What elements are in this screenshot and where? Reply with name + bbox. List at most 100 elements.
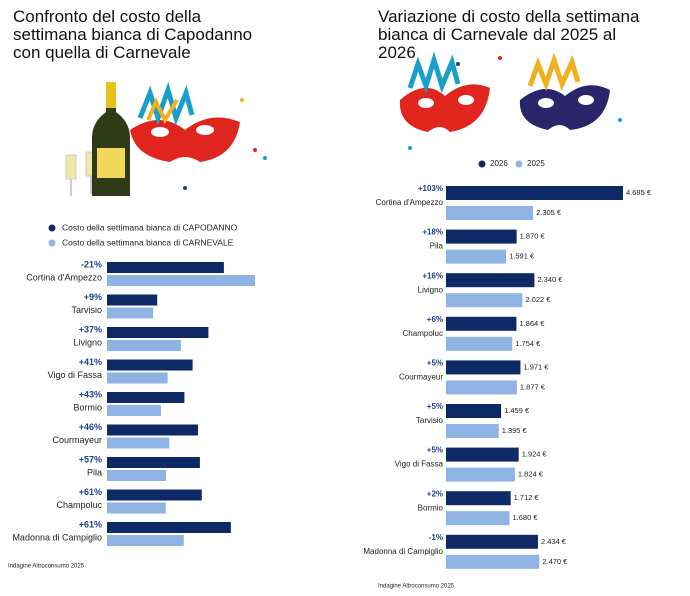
category-label: Champoluc bbox=[56, 500, 102, 510]
value-label: 1.924 € bbox=[522, 450, 548, 459]
category-label: Pila bbox=[430, 242, 444, 251]
category-label: Livigno bbox=[418, 285, 444, 294]
category-label: Tarvisio bbox=[71, 305, 102, 315]
bar bbox=[107, 392, 185, 403]
legend-label: Costo della settimana bianca di CARNEVAL… bbox=[62, 237, 234, 247]
change-label: +37% bbox=[79, 324, 102, 334]
bar bbox=[107, 457, 200, 468]
bar bbox=[446, 467, 515, 482]
bar bbox=[446, 511, 510, 526]
category-label: Pila bbox=[87, 467, 102, 477]
category-label: Tarvisio bbox=[416, 416, 444, 425]
category-label: Madonna di Campiglio bbox=[12, 532, 102, 542]
source-note: Indagine Altroconsumo 2025 bbox=[378, 584, 455, 590]
value-label: 1.877 € bbox=[520, 382, 546, 391]
bar bbox=[446, 534, 538, 549]
bar bbox=[107, 359, 193, 371]
value-label: 1.459 € bbox=[504, 406, 530, 415]
bar bbox=[446, 316, 517, 331]
change-label: +5% bbox=[427, 402, 443, 411]
category-label: Vigo di Fassa bbox=[48, 370, 102, 380]
change-label: +5% bbox=[427, 446, 443, 455]
change-label: +18% bbox=[422, 228, 443, 237]
change-label: +2% bbox=[427, 489, 443, 498]
category-label: Madonna di Campiglio bbox=[363, 547, 443, 556]
category-label: Champoluc bbox=[403, 329, 443, 338]
legend-label: 2025 bbox=[527, 159, 545, 168]
value-label: 1.870 € bbox=[520, 232, 546, 241]
value-label: 1.680 € bbox=[512, 513, 538, 522]
bar bbox=[107, 275, 255, 286]
value-label: 1.754 € bbox=[515, 339, 541, 348]
bar bbox=[107, 307, 154, 319]
value-label: 1.864 € bbox=[519, 319, 545, 328]
legend-marker bbox=[48, 224, 56, 232]
change-label: +5% bbox=[427, 359, 443, 368]
bar bbox=[107, 340, 181, 351]
illustration bbox=[65, 81, 267, 196]
value-label: 1.591 € bbox=[509, 252, 535, 261]
bar bbox=[107, 437, 170, 449]
bar bbox=[107, 405, 162, 416]
category-label: Courmayeur bbox=[52, 435, 102, 445]
change-label: -21% bbox=[81, 259, 102, 269]
category-label: Bormio bbox=[418, 503, 444, 512]
bar bbox=[107, 470, 167, 481]
bar bbox=[446, 404, 502, 418]
chart-title: Confronto del costo della settimana bian… bbox=[13, 7, 253, 62]
bar bbox=[446, 336, 513, 351]
legend-marker bbox=[478, 160, 486, 168]
legend-label: 2026 bbox=[490, 159, 508, 168]
value-label: 2.305 € bbox=[536, 208, 562, 217]
bar bbox=[446, 554, 540, 569]
bar bbox=[446, 424, 499, 438]
bar bbox=[107, 489, 202, 501]
bar bbox=[107, 294, 158, 306]
legend-label: Costo della settimana bianca di CAPODANN… bbox=[62, 222, 238, 232]
bar bbox=[446, 380, 517, 395]
change-label: +6% bbox=[427, 315, 443, 324]
bar bbox=[446, 273, 535, 288]
value-label: 2.340 € bbox=[537, 275, 563, 284]
bar bbox=[107, 327, 209, 338]
bar bbox=[446, 360, 521, 375]
category-label: Bormio bbox=[73, 402, 102, 412]
category-label: Cortina d'Ampezzo bbox=[376, 198, 444, 207]
change-label: +57% bbox=[79, 454, 102, 464]
bar bbox=[446, 249, 507, 264]
legend-marker bbox=[515, 160, 523, 168]
change-label: +43% bbox=[79, 389, 102, 399]
change-label: +46% bbox=[79, 422, 102, 432]
illustration bbox=[399, 51, 622, 150]
bar bbox=[446, 229, 517, 244]
value-label: 1.971 € bbox=[523, 362, 549, 371]
bar bbox=[446, 206, 534, 220]
change-label: -1% bbox=[429, 533, 443, 542]
bar bbox=[107, 502, 166, 514]
change-label: +16% bbox=[422, 271, 443, 280]
bar bbox=[446, 447, 519, 462]
value-label: 1.395 € bbox=[502, 426, 528, 435]
bar bbox=[107, 424, 198, 436]
value-label: 4.685 € bbox=[626, 188, 652, 197]
bar bbox=[446, 491, 511, 506]
source-note: Indagine Altroconsumo 2025 bbox=[8, 564, 85, 570]
bar bbox=[107, 522, 231, 533]
category-label: Courmayeur bbox=[399, 373, 443, 382]
bar bbox=[107, 535, 184, 546]
category-label: Cortina d'Ampezzo bbox=[26, 272, 102, 282]
change-label: +41% bbox=[79, 357, 102, 367]
value-label: 1.712 € bbox=[514, 493, 540, 502]
bar bbox=[446, 293, 523, 308]
value-label: 2.022 € bbox=[525, 295, 551, 304]
category-label: Livigno bbox=[73, 337, 102, 347]
change-label: +61% bbox=[79, 519, 102, 529]
category-label: Vigo di Fassa bbox=[395, 460, 444, 469]
value-label: 2.434 € bbox=[541, 537, 567, 546]
bar bbox=[107, 372, 168, 384]
bar bbox=[446, 186, 623, 200]
value-label: 2.470 € bbox=[542, 557, 568, 566]
chart-title: Variazione di costo della settimana bian… bbox=[378, 7, 640, 62]
